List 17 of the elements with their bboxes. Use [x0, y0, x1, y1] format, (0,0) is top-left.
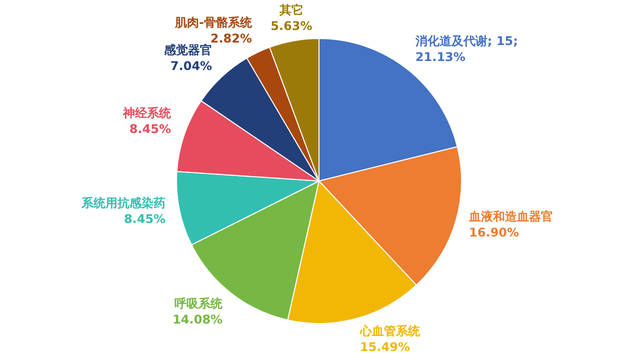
- slice-label: 感觉器官: [163, 42, 212, 57]
- data-label: 8.45%: [129, 122, 172, 136]
- slice-label: 系统用抗感染药: [80, 196, 166, 210]
- data-label: 14.08%: [172, 312, 223, 326]
- slice-label: 肌肉-骨骼系统: [174, 16, 253, 30]
- data-label: 2.82%: [210, 32, 252, 46]
- data-label: 16.90%: [469, 226, 520, 240]
- slice-label: 其它: [278, 3, 304, 18]
- slice-label: 神经系统: [122, 106, 172, 120]
- data-label: 15.49%: [360, 340, 410, 354]
- slice-label: 呼吸系统: [174, 296, 224, 310]
- data-label: 8.45%: [124, 212, 166, 226]
- slice-label: 心血管系统: [359, 324, 422, 338]
- slice-label: 血液和造血器官: [468, 210, 554, 224]
- data-label: 5.63%: [270, 19, 312, 34]
- slice-label: 消化道及代谢; 15; 21.13%: [414, 34, 518, 64]
- data-label: 7.04%: [170, 58, 212, 73]
